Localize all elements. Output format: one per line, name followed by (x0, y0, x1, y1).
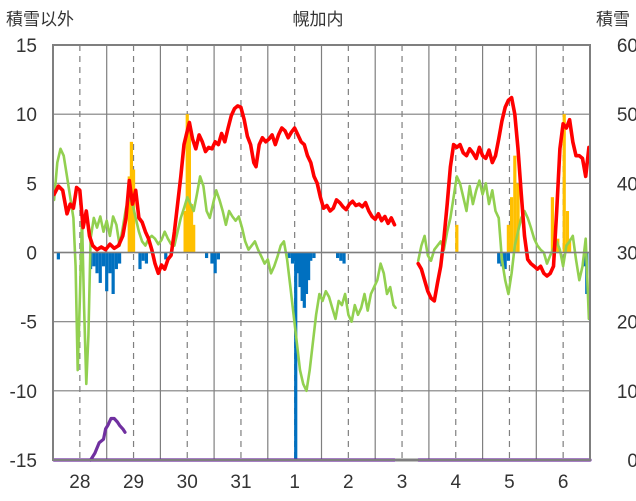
negative_bars-bar-24 (298, 252, 302, 288)
left-tick-label-6: -15 (10, 451, 37, 472)
day-label-31: 31 (230, 472, 251, 493)
left-ticks-layer: 15 10 5 0 -5 -10 -15 (10, 36, 37, 472)
negative_bars-bar-29 (309, 252, 313, 261)
negative_bars-bar-36 (503, 252, 507, 270)
left-tick-label-5: -10 (10, 382, 37, 403)
left-tick-label-3: 0 (26, 244, 37, 265)
negative_bars-bar-38 (583, 252, 587, 267)
negative_bars-bar-32 (339, 252, 343, 261)
negative_bars-bar-31 (336, 252, 340, 259)
precipitation-bar-11 (506, 224, 510, 253)
negative_bars-bar-37 (506, 252, 510, 261)
day-label-29: 29 (123, 472, 144, 493)
precipitation-bar-12 (550, 197, 555, 253)
right-tick-label-3: 30 (617, 244, 636, 265)
precipitation-bar-8 (513, 155, 517, 253)
right-tick-label-4: 20 (617, 313, 636, 334)
day-label-28: 28 (69, 472, 90, 493)
precipitation-bar-14 (565, 211, 570, 253)
day-label-4: 4 (450, 472, 461, 493)
negative_bars-bar-9 (114, 252, 118, 270)
chart-title: 幌加内 (293, 10, 344, 30)
negative_bars-bar-17 (213, 252, 217, 274)
negative_bars-bar-25 (300, 252, 304, 301)
day-label-2: 2 (343, 472, 354, 493)
precipitation-bar-4 (187, 128, 191, 253)
negative_bars-bar-28 (307, 252, 311, 281)
negative_bars-bar-8 (111, 252, 115, 294)
precipitation-bar-6 (183, 211, 187, 253)
left-axis-label: 積雪以外 (6, 10, 74, 30)
precipitation-bar-16 (455, 224, 459, 253)
negative_bars-bar-4 (98, 252, 102, 283)
right-tick-label-0: 60 (617, 36, 636, 57)
negative_bars-bar-16 (210, 252, 214, 264)
negative_bars-bar-23 (296, 252, 300, 274)
right-ticks-layer: 60 50 40 30 20 10 0 (617, 36, 636, 472)
precipitation-bar-3 (185, 114, 189, 253)
temperature-line-0 (52, 104, 397, 276)
negative_bars-bar-11 (138, 252, 142, 270)
right-tick-label-2: 40 (617, 174, 636, 195)
snow_depth-line-1 (89, 416, 127, 462)
day-label-5: 5 (504, 472, 515, 493)
precipitation-bar-9 (516, 183, 520, 253)
negative_bars-bar-7 (108, 252, 112, 274)
precipitation-bar-15 (567, 238, 572, 253)
negative_bars-bar-2 (92, 252, 96, 267)
left-tick-label-4: -5 (20, 313, 37, 334)
negative_bars-bar-26 (302, 252, 306, 308)
precipitation-bar-13 (562, 114, 566, 253)
day-label-30: 30 (177, 472, 198, 493)
left-tick-label-1: 10 (16, 105, 37, 126)
negative_bars-bar-15 (204, 252, 209, 259)
x-ticks-layer: 28 29 30 31 1 2 3 4 5 6 (69, 472, 568, 493)
negative_bars-bar-27 (304, 252, 309, 294)
precipitation-bar-0 (127, 176, 131, 253)
frame-layer (52, 44, 591, 462)
right-tick-label-5: 10 (617, 382, 636, 403)
negative_bars-bar-34 (497, 252, 501, 264)
day-label-1: 1 (289, 472, 300, 493)
precipitation-bar-7 (192, 224, 196, 253)
precipitation-bar-5 (189, 204, 194, 253)
negative_bars-bar-3 (95, 252, 99, 274)
negative_bars-bar-30 (312, 252, 316, 259)
negative_bars-bar-33 (342, 252, 346, 264)
negative_bars-bar-0 (56, 252, 60, 260)
left-tick-label-2: 5 (26, 174, 37, 195)
right-axis-label: 積雪 (596, 10, 630, 30)
negative_bars-bar-6 (105, 252, 109, 292)
negative_bars-bar-22 (294, 252, 298, 460)
right-tick-label-1: 50 (617, 105, 636, 126)
right-tick-label-6: 0 (627, 451, 636, 472)
negative_bars-bar-12 (141, 252, 145, 261)
temperature-line-1 (416, 95, 591, 303)
negative_bars-bar-18 (216, 252, 220, 260)
day-label-3: 3 (397, 472, 408, 493)
day-label-6: 6 (558, 472, 569, 493)
plot-frame (52, 44, 591, 461)
negative_bars-bar-10 (117, 252, 122, 264)
negative_bars-bar-19 (287, 252, 291, 259)
left-tick-label-0: 15 (16, 36, 37, 57)
negative_bars-bar-13 (144, 252, 149, 264)
negative_bars-bar-5 (101, 252, 106, 267)
precipitation-bar-10 (509, 197, 514, 253)
negative_bars-bar-14 (164, 252, 168, 260)
negative_bars-bar-20 (290, 252, 295, 264)
humidity_like-line-0 (52, 147, 397, 393)
